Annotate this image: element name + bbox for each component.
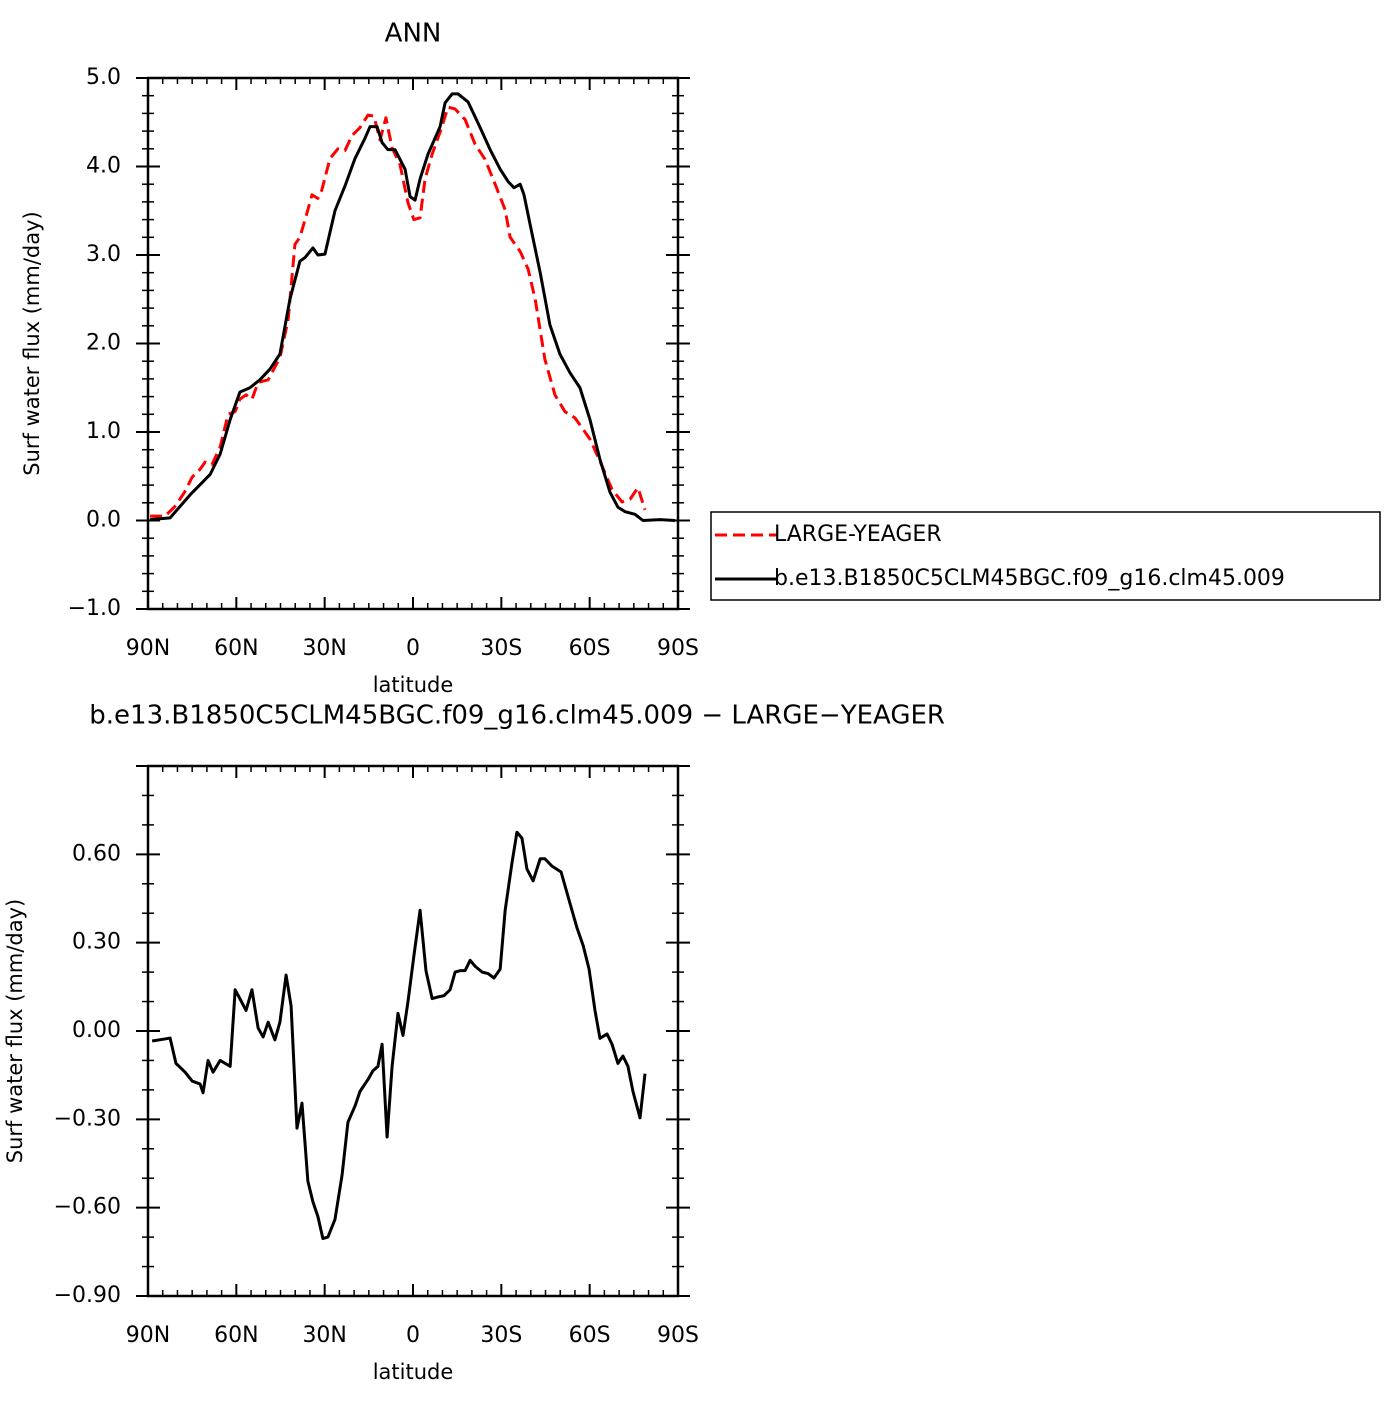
data-line <box>151 830 647 1241</box>
y-tick-label: 3.0 <box>86 242 121 267</box>
x-tick-label: 90N <box>126 636 170 661</box>
x-axis-title: latitude <box>373 673 454 697</box>
plot-title: ANN <box>385 19 442 49</box>
x-tick-label: 30S <box>480 636 522 661</box>
y-tick-label: 0.00 <box>72 1018 121 1043</box>
x-tick-label: 0 <box>406 1323 420 1348</box>
x-tick-label: 30N <box>302 1323 346 1348</box>
y-tick-label: 4.0 <box>86 154 121 179</box>
x-tick-label: 60S <box>569 636 611 661</box>
y-axis-title: Surf water flux (mm/day) <box>3 899 27 1164</box>
y-tick-label: −0.90 <box>54 1283 121 1308</box>
x-tick-label: 60N <box>214 636 258 661</box>
y-tick-label: −0.30 <box>54 1106 121 1131</box>
data-line <box>150 105 647 518</box>
x-tick-label: 90S <box>657 1323 699 1348</box>
data-line <box>149 92 676 522</box>
x-axis-title: latitude <box>373 1360 454 1384</box>
y-tick-label: −0.60 <box>54 1195 121 1220</box>
x-tick-label: 30S <box>480 1323 522 1348</box>
y-tick-label: 0.60 <box>72 841 121 866</box>
plot: b.e13.B1850C5CLM45BGC.f09_g16.clm45.009 … <box>3 701 945 1385</box>
x-tick-label: 0 <box>406 636 420 661</box>
x-tick-label: 30N <box>302 636 346 661</box>
plot: ANN 90N 60N 30N 0 30S 60S 90S −1.0 0.0 1.0 2.0 3.0 4.… <box>20 19 1381 697</box>
legend-label: LARGE-YEAGER <box>774 522 942 547</box>
x-tick-label: 90N <box>126 1323 170 1348</box>
y-tick-label: 1.0 <box>86 419 121 444</box>
y-tick-label: 0.0 <box>86 508 121 533</box>
legend-box <box>710 511 1381 601</box>
y-tick-label: 2.0 <box>86 331 121 356</box>
legend-label: b.e13.B1850C5CLM45BGC.f09_g16.clm45.009 <box>774 566 1285 591</box>
plot-title: b.e13.B1850C5CLM45BGC.f09_g16.clm45.009 … <box>89 701 945 731</box>
y-axis-title: Surf water flux (mm/day) <box>20 211 44 476</box>
x-tick-label: 60N <box>214 1323 258 1348</box>
y-tick-label: −1.0 <box>68 596 121 621</box>
y-tick-label: 5.0 <box>86 65 121 90</box>
x-tick-label: 90S <box>657 636 699 661</box>
plot-frame <box>146 764 680 1298</box>
plot-frame <box>146 76 680 611</box>
y-tick-label: 0.30 <box>72 930 121 955</box>
x-tick-label: 60S <box>569 1323 611 1348</box>
